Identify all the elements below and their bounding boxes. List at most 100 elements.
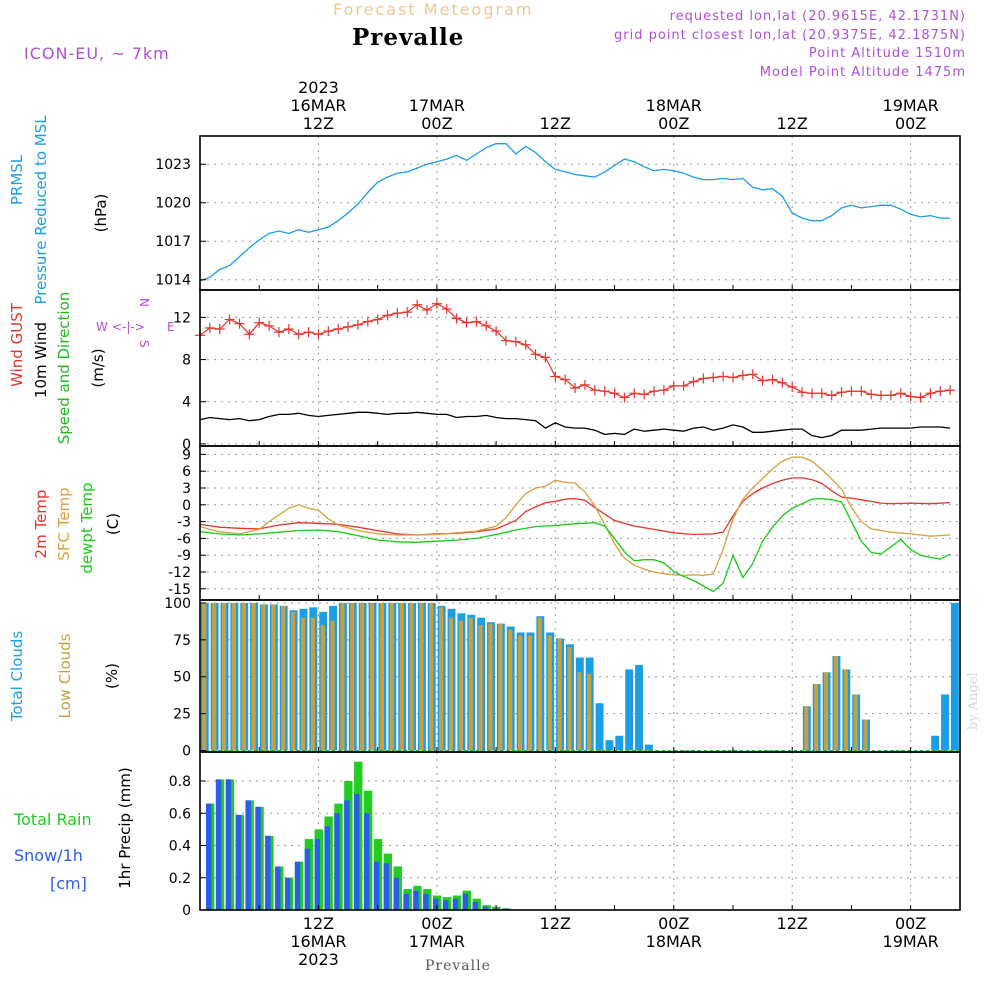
y-axis-label: 2m Temp — [32, 490, 50, 559]
y-axis-label: Wind GUST — [8, 302, 26, 387]
low-cloud-bar — [527, 635, 533, 751]
low-cloud-bar — [557, 638, 562, 751]
low-cloud-bar — [824, 672, 829, 751]
top-time-label: 00Z — [658, 114, 689, 133]
low-cloud-bar — [814, 684, 819, 751]
snow-bar — [275, 866, 281, 910]
data-layer — [195, 143, 960, 911]
info-grid-lonlat: grid point closest lon,lat (20.9375E, 42… — [614, 28, 966, 43]
station-name: Prevalle — [352, 24, 465, 51]
y-axis-label: Total Clouds — [8, 631, 26, 723]
y-axis-label: dewpt Temp — [78, 482, 96, 573]
panel-frames — [199, 135, 961, 911]
y-axis-label: Pressure Reduced to MSL — [32, 115, 50, 305]
precip-legend-unit: [cm] — [50, 874, 87, 893]
y-axis-label: SFC Temp — [55, 487, 73, 560]
low-cloud-bar — [369, 602, 375, 751]
y-tick-label: 1023 — [155, 157, 191, 173]
low-cloud-bar — [547, 635, 552, 751]
y-axis-label: (C) — [104, 513, 122, 535]
snow-bar — [314, 839, 320, 910]
total-cloud-bar — [635, 664, 643, 751]
top-time-label: 18MAR — [646, 96, 702, 115]
low-cloud-bar — [488, 623, 493, 751]
y-tick-label: 1020 — [155, 196, 191, 212]
top-time-label: 12Z — [303, 114, 334, 133]
low-cloud-bar — [399, 602, 404, 751]
snow-bar — [482, 906, 488, 910]
gust-line — [199, 303, 951, 399]
bottom-time-label: 12Z — [540, 914, 571, 933]
label-layer: 101410171020102304812-15-12-9-6-30369025… — [8, 78, 939, 969]
low-cloud-bar — [458, 620, 463, 751]
snow-bar — [492, 908, 498, 910]
low-cloud-bar — [843, 669, 848, 751]
y-tick-label: -15 — [168, 582, 191, 598]
y-tick-label: -12 — [168, 565, 191, 581]
y-axis-label: (%) — [103, 663, 121, 689]
y-tick-label: 100 — [164, 596, 191, 612]
low-cloud-bar — [291, 611, 296, 751]
y-axis-label: Speed and Direction — [55, 292, 73, 445]
low-cloud-bar — [360, 602, 365, 751]
compass-east: E — [167, 320, 175, 334]
low-cloud-bar — [863, 719, 868, 751]
total-cloud-bar — [625, 669, 634, 751]
low-cloud-bar — [241, 602, 246, 751]
low-cloud-bar — [518, 635, 523, 751]
low-cloud-bar — [478, 625, 483, 751]
snow-bar — [344, 800, 350, 910]
y-tick-label: 9 — [182, 447, 191, 463]
panel-frame — [199, 289, 961, 447]
snow-bar — [255, 806, 261, 910]
y-axis-label: PRMSL — [8, 154, 26, 205]
total-cloud-bar — [595, 703, 604, 751]
snow-bar — [225, 779, 232, 910]
snow-bar — [462, 893, 469, 910]
snow-bar — [206, 803, 212, 910]
snow-bar — [472, 901, 478, 910]
info-requested-lonlat: requested lon,lat (20.9615E, 42.1731N) — [669, 9, 966, 24]
low-cloud-bar — [261, 604, 266, 751]
snow-bar — [363, 813, 370, 910]
panel-frame — [199, 751, 961, 911]
low-cloud-bar — [587, 673, 592, 751]
snow-bar — [354, 793, 360, 910]
y-tick-label: -6 — [177, 531, 191, 547]
compass-west: W — [96, 320, 108, 334]
y-tick-label: 6 — [182, 464, 191, 480]
snow-bar — [502, 908, 508, 910]
snow-bar — [265, 835, 271, 910]
snow-bar — [304, 848, 311, 910]
bottom-time-label: 2023 — [298, 950, 339, 969]
snow-bar — [284, 877, 291, 910]
info-point-altitude: Point Altitude 1510m — [808, 46, 966, 61]
low-cloud-bar — [271, 604, 276, 751]
top-time-label: 19MAR — [883, 96, 939, 115]
total-cloud-bar — [931, 735, 940, 751]
low-cloud-bar — [804, 706, 809, 751]
low-cloud-bar — [300, 617, 306, 751]
low-cloud-bar — [439, 607, 444, 751]
y-tick-label: 75 — [173, 633, 191, 649]
y-axis-label: (m/s) — [89, 348, 107, 387]
low-cloud-bar — [508, 629, 513, 751]
y-axis-label: (hPa) — [92, 194, 110, 233]
y-tick-label: -3 — [177, 515, 191, 531]
top-time-label: 16MAR — [290, 96, 346, 115]
top-time-label: 12Z — [777, 114, 808, 133]
precip-legend-rain: Total Rain — [13, 810, 92, 829]
y-tick-label: -9 — [177, 548, 191, 564]
y-tick-label: 0 — [182, 437, 191, 453]
low-cloud-bar — [251, 602, 256, 751]
bottom-time-label: 18MAR — [646, 932, 702, 951]
info-model-altitude: Model Point Altitude 1475m — [759, 65, 966, 80]
total-cloud-bar — [950, 602, 959, 751]
panel-frame — [199, 135, 961, 291]
low-cloud-bar — [567, 647, 572, 751]
compass-north: N — [137, 298, 151, 307]
low-cloud-bar — [340, 602, 345, 751]
y-tick-label: 0.6 — [169, 806, 191, 822]
top-time-label: 2023 — [298, 78, 339, 97]
y-axis-label: 10m Wind — [32, 322, 50, 398]
